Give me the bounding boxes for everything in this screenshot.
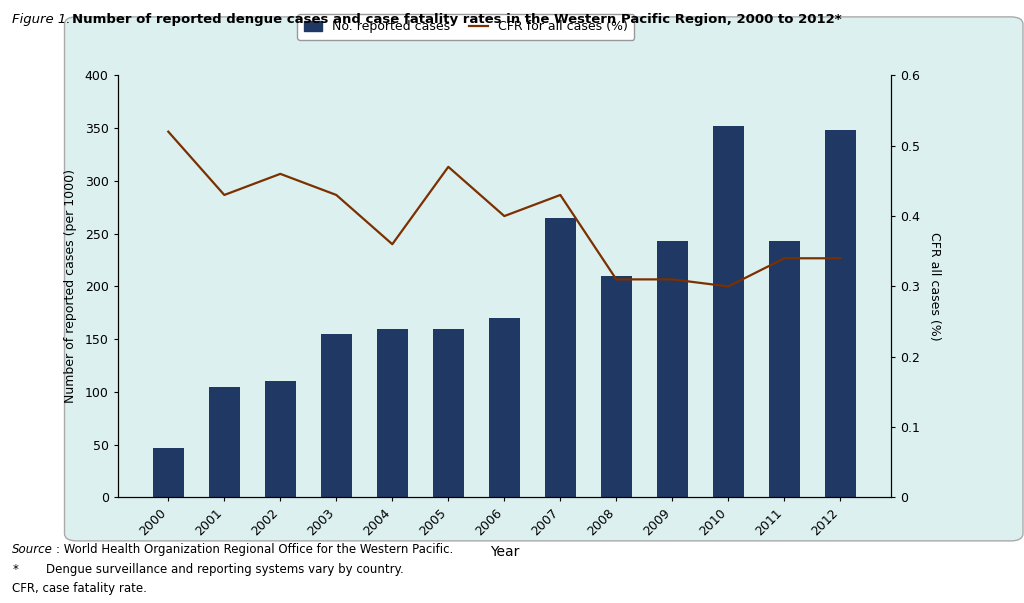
Bar	[433, 329, 464, 497]
Bar	[321, 334, 351, 497]
Bar	[377, 329, 408, 497]
Bar	[769, 241, 800, 497]
Bar	[545, 218, 575, 497]
Bar	[488, 318, 520, 497]
Bar	[209, 387, 240, 497]
Text: Figure 1.: Figure 1.	[12, 13, 75, 27]
Legend: No. reported cases, CFR for all cases (%): No. reported cases, CFR for all cases (%…	[297, 14, 634, 40]
Bar	[265, 382, 296, 497]
Bar	[713, 126, 743, 497]
Text: CFR, case fatality rate.: CFR, case fatality rate.	[12, 582, 147, 595]
Bar	[825, 130, 856, 497]
X-axis label: Year: Year	[489, 545, 519, 559]
Text: Source: Source	[12, 543, 53, 556]
Bar	[153, 448, 183, 497]
Y-axis label: Number of reported cases (per 1000): Number of reported cases (per 1000)	[63, 169, 77, 403]
Text: : World Health Organization Regional Office for the Western Pacific.: : World Health Organization Regional Off…	[56, 543, 454, 556]
Bar	[601, 276, 632, 497]
Bar	[657, 241, 688, 497]
Text: Number of reported dengue cases and case fatality rates in the Western Pacific R: Number of reported dengue cases and case…	[72, 13, 842, 27]
Text: Dengue surveillance and reporting systems vary by country.: Dengue surveillance and reporting system…	[31, 563, 403, 576]
Text: *: *	[12, 563, 18, 576]
Y-axis label: CFR all cases (%): CFR all cases (%)	[928, 232, 941, 341]
